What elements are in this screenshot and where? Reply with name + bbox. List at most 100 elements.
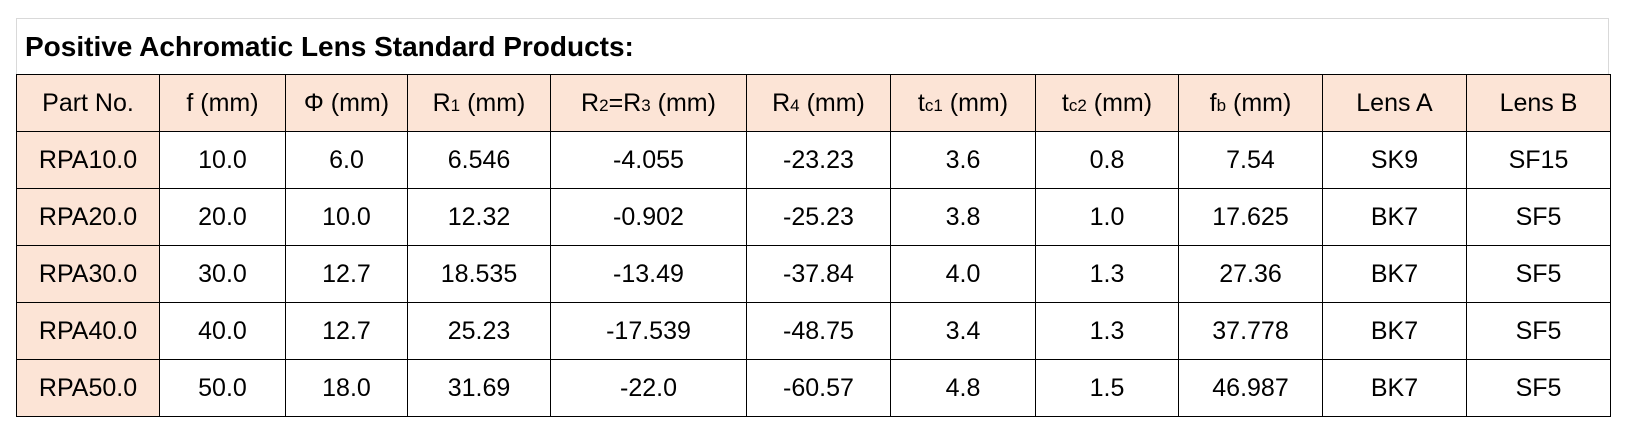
header-subscript: c1 (924, 95, 943, 115)
data-cell: -17.539 (550, 302, 747, 360)
data-cell: SK9 (1322, 131, 1467, 189)
data-cell: 7.54 (1178, 131, 1323, 189)
data-cell: BK7 (1322, 188, 1467, 246)
data-cell: 30.0 (159, 245, 286, 303)
header-cell: Φ (mm) (285, 74, 408, 132)
header-text: t (1061, 88, 1069, 117)
data-cell: 46.987 (1178, 359, 1323, 417)
data-cell: 12.32 (407, 188, 551, 246)
data-cell: 4.0 (890, 245, 1036, 303)
header-cell: R2=R3 (mm) (550, 74, 747, 132)
data-cell: 10.0 (285, 188, 408, 246)
data-cell: 25.23 (407, 302, 551, 360)
data-cell: 1.0 (1035, 188, 1179, 246)
data-cell: -13.49 (550, 245, 747, 303)
header-cell: Lens B (1466, 74, 1611, 132)
header-cell: Lens A (1322, 74, 1467, 132)
header-cell: tc1 (mm) (890, 74, 1036, 132)
data-cell: BK7 (1322, 359, 1467, 417)
header-text: R (772, 88, 791, 117)
data-cell: SF5 (1466, 359, 1611, 417)
part-number-cell: RPA40.0 (16, 302, 160, 360)
header-text: Φ (mm) (303, 88, 390, 117)
part-number-cell: RPA20.0 (16, 188, 160, 246)
data-cell: 40.0 (159, 302, 286, 360)
data-row: RPA20.0 20.0 10.0 12.32 -0.902 -25.23 3.8 1.0 17… (16, 188, 1611, 246)
data-cell: 1.3 (1035, 302, 1179, 360)
data-cell: 12.7 (285, 302, 408, 360)
header-subscript: 3 (641, 95, 651, 115)
data-cell: 31.69 (407, 359, 551, 417)
header-cell: Part No. (16, 74, 160, 132)
header-text: (mm) (460, 88, 526, 117)
data-cell: 3.8 (890, 188, 1036, 246)
table-title: Positive Achromatic Lens Standard Produc… (16, 18, 1609, 74)
data-cell: 4.8 (890, 359, 1036, 417)
data-cell: SF5 (1466, 188, 1611, 246)
header-subscript: 2 (599, 95, 609, 115)
part-number-cell: RPA50.0 (16, 359, 160, 417)
header-cell: R1 (mm) (407, 74, 551, 132)
header-text: (mm) (1226, 88, 1292, 117)
header-text: Lens B (1499, 88, 1578, 117)
header-text: =R (608, 88, 642, 117)
data-cell: -48.75 (746, 302, 891, 360)
header-text: (mm) (1086, 88, 1153, 117)
data-cell: 18.535 (407, 245, 551, 303)
data-cell: 37.778 (1178, 302, 1323, 360)
data-row: RPA30.0 30.0 12.7 18.535 -13.49 -37.84 4.0 1.3 2… (16, 245, 1611, 303)
header-text: f (mm) (186, 88, 259, 117)
header-text: R (432, 88, 451, 117)
header-text: (mm) (650, 88, 716, 117)
header-subscript: 1 (450, 95, 461, 115)
header-text: t (917, 88, 925, 117)
data-row: RPA40.0 40.0 12.7 25.23 -17.539 -48.75 3.4 1.3 3… (16, 302, 1611, 360)
data-cell: 12.7 (285, 245, 408, 303)
data-cell: BK7 (1322, 302, 1467, 360)
header-text: Lens A (1356, 88, 1433, 117)
data-cell: 18.0 (285, 359, 408, 417)
data-cell: -22.0 (550, 359, 747, 417)
header-subscript: b (1216, 95, 1227, 115)
header-cell: tc2 (mm) (1035, 74, 1179, 132)
data-cell: SF5 (1466, 302, 1611, 360)
data-row: RPA50.0 50.0 18.0 31.69 -22.0 -60.57 4.8 1.5 46.… (16, 359, 1611, 417)
header-subscript: 4 (790, 95, 800, 115)
data-cell: 3.6 (890, 131, 1036, 189)
header-row: Part No. f (mm) Φ (mm) R1 (mm) R2=R3 (mm) R4 … (16, 74, 1611, 132)
data-cell: -60.57 (746, 359, 891, 417)
data-cell: BK7 (1322, 245, 1467, 303)
data-cell: 6.0 (285, 131, 408, 189)
header-cell: R4 (mm) (746, 74, 891, 132)
data-cell: -23.23 (746, 131, 891, 189)
data-row: RPA10.0 10.0 6.0 6.546 -4.055 -23.23 3.6 0.8 7.5… (16, 131, 1611, 189)
data-cell: 1.5 (1035, 359, 1179, 417)
header-cell: fb (mm) (1178, 74, 1323, 132)
data-cell: 20.0 (159, 188, 286, 246)
header-text: Part No. (42, 88, 134, 117)
header-cell: f (mm) (159, 74, 286, 132)
header-text: f (1209, 88, 1217, 117)
header-text: R (581, 88, 600, 117)
product-table: Part No. f (mm) Φ (mm) R1 (mm) R2=R3 (mm) R4 … (16, 74, 1611, 417)
part-number-cell: RPA10.0 (16, 131, 160, 189)
data-cell: 17.625 (1178, 188, 1323, 246)
data-cell: SF15 (1466, 131, 1611, 189)
part-number-cell: RPA30.0 (16, 245, 160, 303)
header-text: (mm) (942, 88, 1009, 117)
data-cell: -25.23 (746, 188, 891, 246)
data-cell: SF5 (1466, 245, 1611, 303)
data-cell: 50.0 (159, 359, 286, 417)
data-cell: 1.3 (1035, 245, 1179, 303)
header-subscript: c2 (1068, 95, 1087, 115)
header-text: (mm) (799, 88, 865, 117)
data-cell: -4.055 (550, 131, 747, 189)
data-cell: 0.8 (1035, 131, 1179, 189)
data-cell: -0.902 (550, 188, 747, 246)
data-cell: -37.84 (746, 245, 891, 303)
data-cell: 3.4 (890, 302, 1036, 360)
data-cell: 6.546 (407, 131, 551, 189)
data-cell: 10.0 (159, 131, 286, 189)
data-cell: 27.36 (1178, 245, 1323, 303)
